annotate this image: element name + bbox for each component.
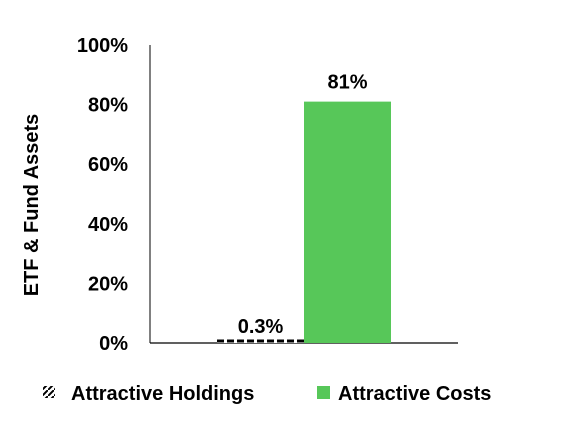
legend-label-costs: Attractive Costs <box>338 383 491 405</box>
legend-item-costs: Attractive Costs <box>317 383 491 405</box>
legend-swatch-holdings <box>43 386 55 398</box>
y-tick-label: 0% <box>99 333 128 355</box>
y-tick-label: 40% <box>88 214 128 236</box>
y-tick-label: 100% <box>77 35 128 57</box>
y-axis-ticks: 0% 20% 40% 60% 80% 100% <box>77 35 128 355</box>
bars-group <box>217 101 391 344</box>
y-tick-label: 20% <box>88 273 128 295</box>
y-tick-label: 80% <box>88 95 128 117</box>
legend-swatch-costs <box>317 386 330 399</box>
legend: Attractive Holdings Attractive Costs <box>43 383 491 405</box>
y-tick-label: 60% <box>88 154 128 176</box>
data-label-holdings: 0.3% <box>238 316 284 338</box>
y-axis-title: ETF & Fund Assets <box>21 114 43 297</box>
data-labels-group: 0.3% 81% <box>238 72 368 338</box>
bar-attractive-costs <box>304 101 391 344</box>
legend-label-holdings: Attractive Holdings <box>71 383 254 405</box>
data-label-costs: 81% <box>327 72 367 94</box>
legend-item-holdings: Attractive Holdings <box>43 383 254 405</box>
